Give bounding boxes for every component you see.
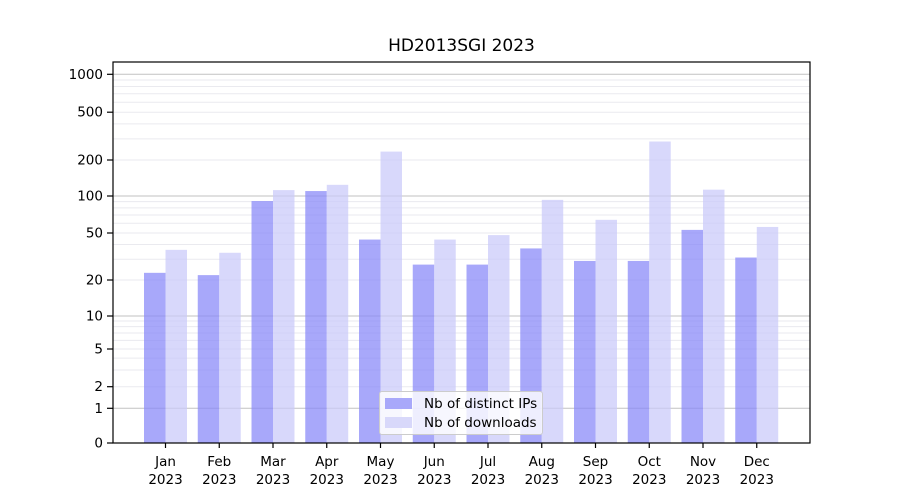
x-tick-label-month: Sep [583, 454, 608, 470]
bar-distinct-ips [735, 257, 757, 443]
x-tick-label-year: 2023 [740, 472, 774, 488]
x-tick-label-month: Dec [744, 454, 770, 470]
legend: Nb of distinct IPs Nb of downloads [379, 391, 543, 435]
x-tick-label-year: 2023 [471, 472, 505, 488]
x-tick-label-month: Jul [479, 454, 496, 470]
legend-item-downloads: Nb of downloads [385, 415, 542, 431]
y-tick-label: 1 [94, 401, 103, 417]
x-tick-label-year: 2023 [148, 472, 182, 488]
bar-downloads [595, 219, 617, 443]
bar-downloads [703, 189, 725, 443]
y-tick-label: 5 [94, 342, 103, 358]
x-tick-label-month: Aug [529, 454, 555, 470]
bar-downloads [326, 184, 349, 443]
x-tick-label-year: 2023 [632, 472, 666, 488]
x-tick-label-month: Mar [260, 454, 286, 470]
bar-distinct-ips [144, 272, 166, 443]
y-tick-label: 50 [86, 226, 103, 242]
legend-item-distinct-ips: Nb of distinct IPs [385, 396, 542, 412]
x-tick-label-month: Oct [638, 454, 661, 470]
x-tick-label-year: 2023 [525, 472, 559, 488]
x-tick-label-month: Feb [207, 454, 231, 470]
y-tick-label: 20 [86, 273, 103, 289]
bar-distinct-ips [197, 275, 220, 443]
legend-label-distinct-ips: Nb of distinct IPs [424, 395, 538, 412]
bar-downloads [541, 199, 564, 443]
legend-label-downloads: Nb of downloads [424, 414, 537, 431]
x-tick-label-month: Nov [690, 454, 716, 470]
bar-downloads [273, 190, 295, 443]
chart-title: HD2013SGI 2023 [388, 36, 535, 56]
y-tick-label: 500 [77, 105, 103, 121]
x-tick-label-month: Apr [315, 454, 339, 470]
x-tick-label-month: May [367, 454, 395, 470]
x-tick-label-year: 2023 [310, 472, 344, 488]
y-tick-label: 200 [77, 153, 103, 169]
bar-downloads [649, 141, 671, 443]
bar-distinct-ips [305, 191, 327, 443]
x-tick-label-year: 2023 [202, 472, 236, 488]
bar-distinct-ips [627, 260, 650, 443]
x-tick-label-month: Jun [423, 454, 445, 470]
y-tick-label: 2 [94, 379, 103, 395]
legend-swatch-downloads [385, 417, 412, 428]
bar-distinct-ips [359, 239, 381, 443]
y-tick-label: 100 [77, 189, 103, 205]
bar-distinct-ips [681, 229, 703, 443]
y-tick-label: 0 [94, 436, 103, 452]
x-tick-label-year: 2023 [578, 472, 612, 488]
x-tick-label-year: 2023 [417, 472, 451, 488]
bar-distinct-ips [574, 260, 596, 443]
bar-downloads [380, 151, 402, 443]
bar-downloads [219, 252, 241, 443]
bar-downloads [165, 249, 187, 443]
x-tick-label-year: 2023 [686, 472, 720, 488]
plot-border [112, 61, 811, 444]
x-tick-label-month: Jan [154, 454, 176, 470]
x-tick-label-year: 2023 [363, 472, 397, 488]
bar-distinct-ips [251, 201, 273, 443]
bar-downloads [756, 226, 779, 443]
y-tick-label: 1000 [69, 67, 103, 83]
legend-swatch-distinct-ips [385, 398, 412, 409]
x-tick-label-year: 2023 [256, 472, 290, 488]
y-tick-label: 10 [86, 309, 103, 325]
